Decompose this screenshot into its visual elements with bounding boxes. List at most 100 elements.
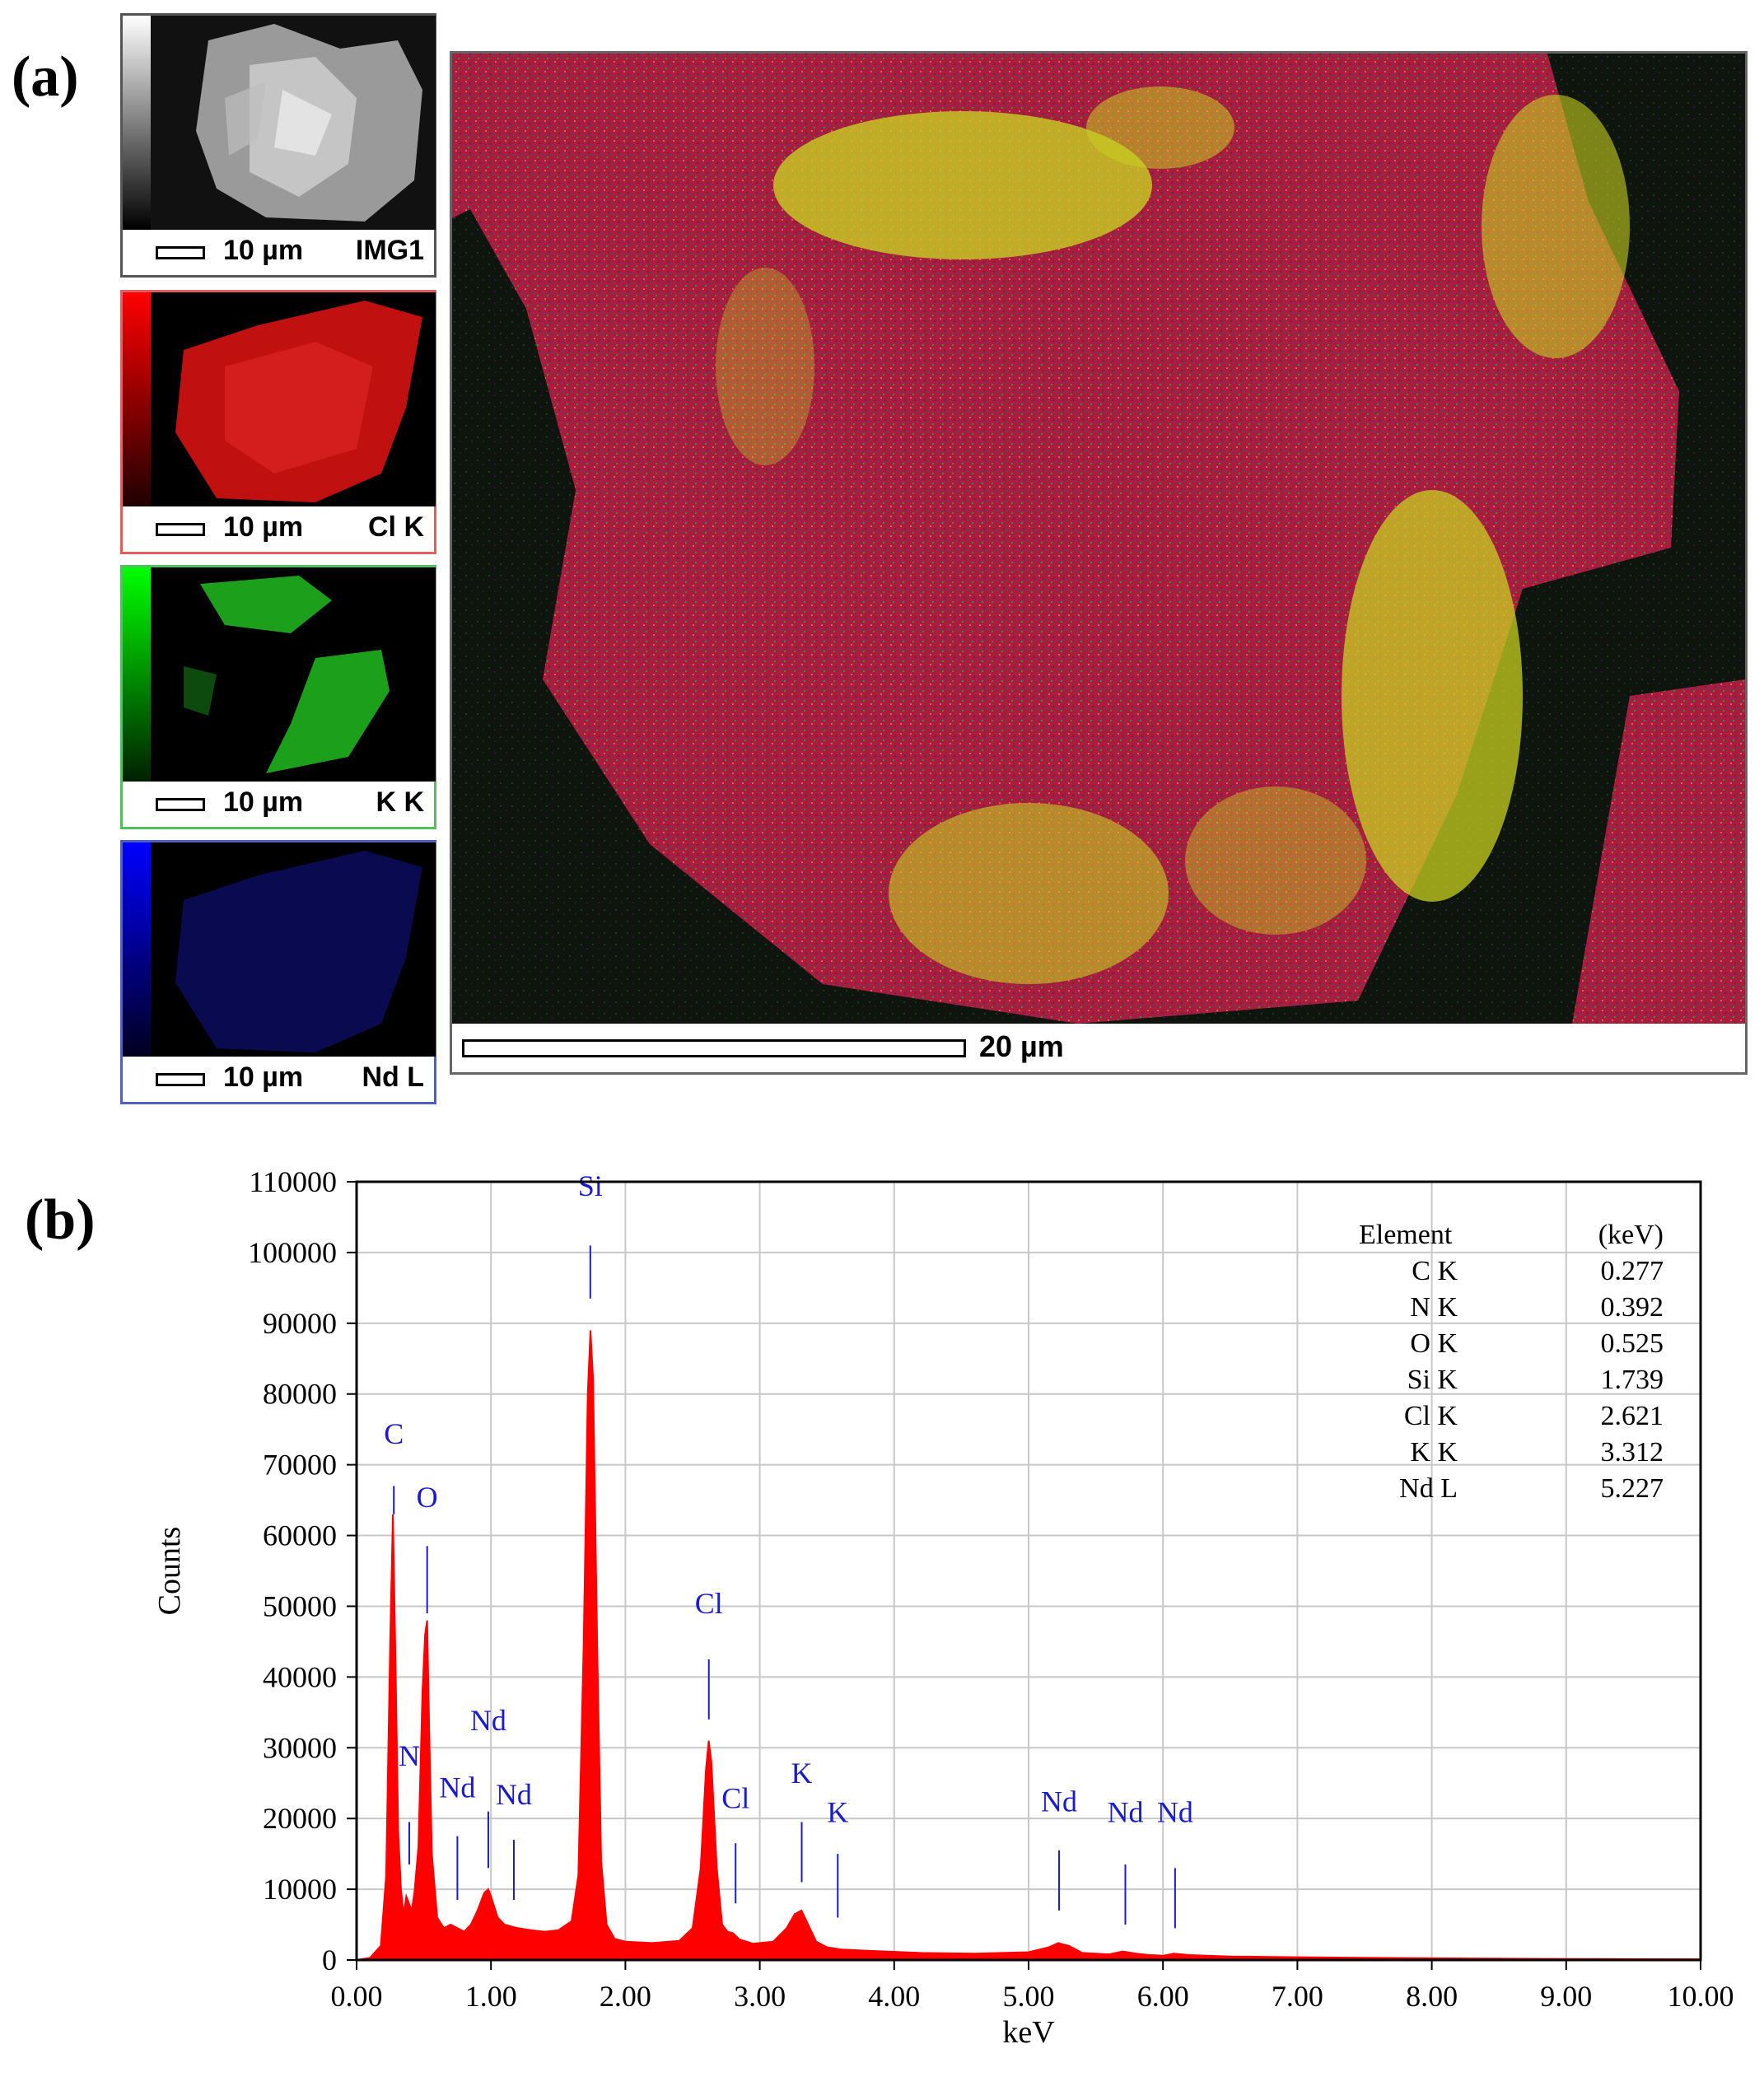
scale-bar [462, 1039, 966, 1057]
y-tick-label: 20000 [263, 1802, 337, 1835]
thumbnail-nd-map: 10 µm Nd L [120, 840, 436, 1104]
y-tick-label: 70000 [263, 1449, 337, 1482]
sem-particle-shape [151, 16, 436, 230]
x-axis-label: keV [1002, 2015, 1055, 2050]
y-tick-label: 50000 [263, 1589, 337, 1622]
sem-image [151, 16, 436, 230]
chart-grid [357, 1181, 1701, 1960]
peak-label: O [417, 1481, 438, 1514]
table-element-kev: 0.392 [1601, 1292, 1664, 1323]
map-name: K K [376, 786, 424, 818]
scale-bar [156, 523, 205, 536]
scale-length: 10 µm [223, 1062, 304, 1093]
x-tick-label: 8.00 [1406, 1980, 1458, 2013]
map-name: IMG1 [355, 235, 424, 266]
panel-a-label: (a) [12, 45, 79, 109]
x-tick-label: 9.00 [1540, 1980, 1592, 2013]
x-tick-label: 10.00 [1668, 1980, 1734, 2013]
table-element-name: N K [1410, 1292, 1458, 1323]
peak-label: C [384, 1417, 404, 1450]
x-tick-label: 0.00 [331, 1980, 383, 2013]
map-name: Cl K [368, 511, 424, 543]
scale-length: 10 µm [223, 235, 304, 266]
scale-length: 10 µm [223, 786, 304, 818]
eds-spectrum-chart: C N O Nd Nd Nd Si Cl Cl KK Nd Nd Nd 0.00 1.00 2.00 3.00… [152, 1165, 1734, 2050]
spectrum-area [356, 1330, 1701, 1961]
x-tick-label: 5.00 [1003, 1980, 1055, 2013]
y-tick-label: 0 [322, 1944, 337, 1976]
table-element-name: K K [1410, 1437, 1458, 1468]
table-element-kev: 0.277 [1601, 1256, 1664, 1286]
y-tick-label: 30000 [263, 1731, 337, 1764]
y-tick-label: 100000 [248, 1236, 337, 1269]
panel-b-label: (b) [25, 1188, 96, 1252]
peak-label: Nd [1041, 1785, 1077, 1818]
y-tick-label: 80000 [263, 1378, 337, 1411]
nd-map-image [151, 842, 436, 1057]
scale-bar [156, 1073, 205, 1086]
table-header-kev: (keV) [1598, 1220, 1664, 1250]
peak-label: Cl [695, 1587, 723, 1620]
peak-label: Nd [1108, 1795, 1144, 1828]
x-tick-label: 2.00 [600, 1980, 651, 2013]
scale-length: 10 µm [223, 511, 304, 543]
table-element-name: Cl K [1404, 1401, 1458, 1431]
k-map-shape [151, 567, 436, 782]
plot-frame [355, 1180, 1702, 1962]
y-tick-label: 10000 [263, 1873, 337, 1906]
overlay-shapes [452, 54, 1745, 1024]
grayscale-bar [123, 16, 151, 230]
axis-ticks: 0.00 1.00 2.00 3.00 4.00 5.00 6.00 7.00 8.00 9.00… [248, 1165, 1734, 2013]
scale-bar [156, 246, 205, 259]
table-element-kev: 0.525 [1601, 1328, 1664, 1359]
peak-label: Nd [470, 1704, 506, 1737]
x-tick-label: 1.00 [465, 1980, 517, 2013]
thumbnail-caption: 10 µm Cl K [123, 506, 434, 552]
table-element-name: Si K [1407, 1365, 1458, 1395]
table-element-name: O K [1410, 1328, 1458, 1359]
table-element-kev: 2.621 [1601, 1401, 1664, 1431]
table-element-kev: 5.227 [1601, 1473, 1664, 1504]
x-tick-label: 3.00 [734, 1980, 786, 2013]
y-tick-label: 60000 [263, 1519, 337, 1552]
thumbnail-caption: 10 µm K K [123, 782, 434, 827]
y-tick-label: 110000 [249, 1165, 337, 1198]
table-element-name: Nd L [1399, 1473, 1458, 1504]
x-tick-label: 6.00 [1137, 1980, 1189, 2013]
table-header-element: Element [1359, 1220, 1453, 1250]
green-intensity-bar [123, 567, 151, 782]
thumbnail-k-map: 10 µm K K [120, 565, 436, 829]
y-tick-label: 90000 [263, 1307, 337, 1340]
peak-annotations: C N O Nd Nd Nd Si Cl Cl KK Nd Nd Nd [384, 1169, 1193, 1929]
cl-map-shape [151, 292, 436, 506]
red-intensity-bar [123, 292, 151, 506]
overlay-caption: 20 µm [452, 1021, 1745, 1072]
scale-length: 20 µm [979, 1029, 1064, 1063]
nd-map-shape [151, 842, 436, 1057]
overlay-image [452, 54, 1745, 1024]
peak-label: N [399, 1739, 420, 1772]
x-tick-label: 7.00 [1272, 1980, 1323, 2013]
peak-label: Nd [1157, 1795, 1193, 1828]
k-map-image [151, 567, 436, 782]
cl-map-image [151, 292, 436, 506]
thumbnail-caption: 10 µm IMG1 [123, 230, 434, 275]
peak-label: Nd [496, 1778, 532, 1811]
peak-label: Si [578, 1169, 603, 1202]
eds-overlay-map: 20 µm [450, 51, 1748, 1075]
element-table: Element (keV) C K 0.277 N K 0.392 O K 0.525 Si K… [1359, 1220, 1664, 1504]
peak-label: K [827, 1795, 848, 1828]
map-name: Nd L [362, 1062, 424, 1093]
table-element-kev: 3.312 [1601, 1437, 1664, 1468]
y-tick-label: 40000 [263, 1660, 337, 1693]
thumbnail-caption: 10 µm Nd L [123, 1057, 434, 1102]
y-axis-label: Counts [152, 1527, 187, 1616]
x-tick-label: 4.00 [868, 1980, 920, 2013]
peak-label: Cl [721, 1781, 749, 1814]
peak-label: Nd [439, 1771, 475, 1804]
blue-intensity-bar [123, 842, 151, 1057]
peak-label: K [791, 1757, 813, 1790]
thumbnail-sem-image: 10 µm IMG1 [120, 13, 436, 278]
scale-bar [156, 798, 205, 811]
table-element-name: C K [1412, 1256, 1458, 1286]
